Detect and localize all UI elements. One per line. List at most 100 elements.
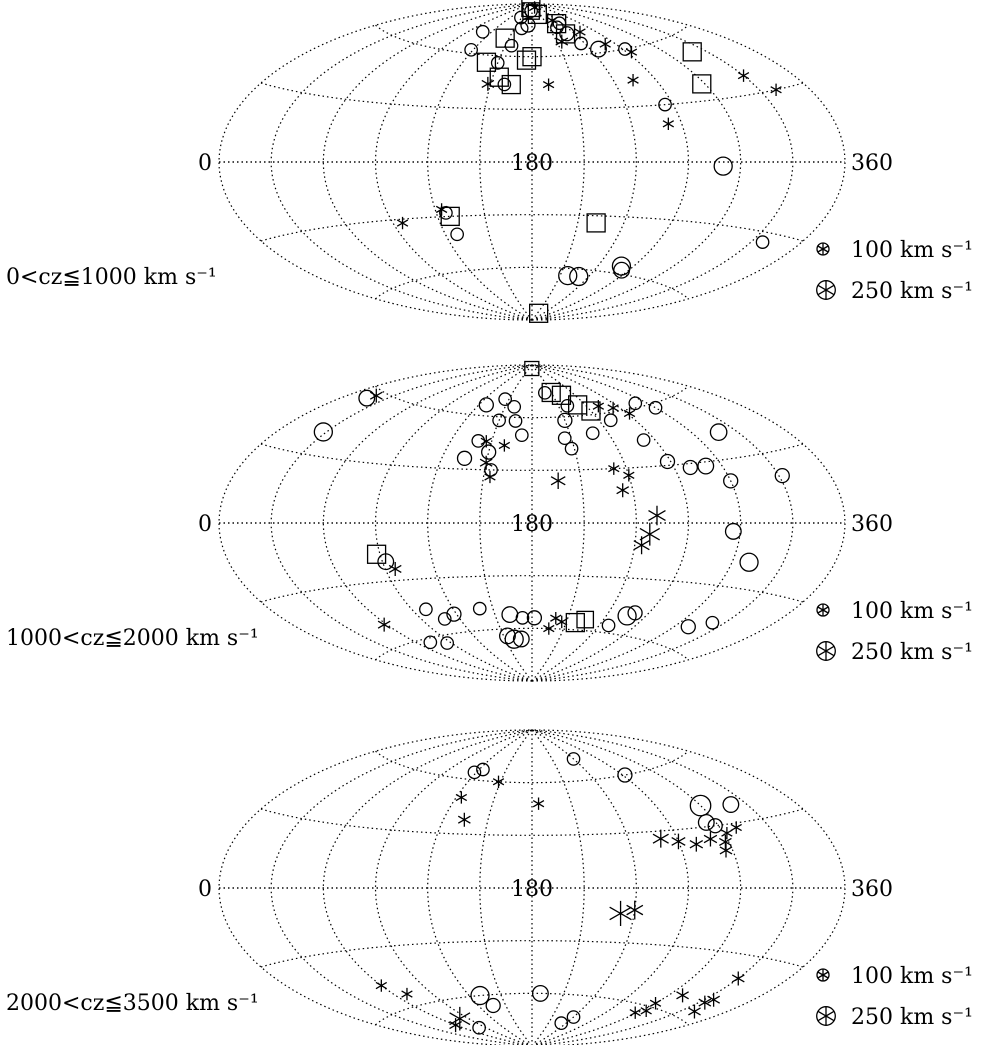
square-point: [516, 50, 537, 70]
square-point: [501, 74, 521, 95]
parallel-line: [260, 808, 804, 836]
square-point: [495, 28, 515, 48]
legend-marker-2: [816, 280, 836, 300]
circle-point: [590, 40, 607, 58]
square-point: [524, 360, 540, 377]
asterisk-point: [480, 435, 492, 448]
asterisk-point: [688, 1004, 701, 1019]
circle-point: [574, 36, 588, 51]
asterisk-point: [528, 1, 541, 14]
circle-point: [611, 256, 632, 276]
legend-marker-2: [816, 641, 836, 661]
circle-point: [464, 42, 478, 57]
circle-point: [648, 400, 663, 415]
meridian-line: [531, 729, 846, 1045]
square-point: [682, 42, 702, 62]
tick-label-0: 0: [198, 877, 212, 902]
tick-label-180: 180: [511, 877, 553, 902]
parallel-line: [260, 214, 804, 242]
legend-marker-1: [816, 968, 830, 982]
circle-point: [499, 627, 516, 645]
circle-point: [558, 265, 578, 286]
circle-point: [501, 606, 519, 624]
square-point: [586, 213, 606, 233]
redshift-range-label: 0<cz≦1000 km s⁻¹: [6, 265, 217, 290]
legend-label-1: 100 km s⁻¹: [851, 964, 973, 989]
circle-point: [566, 1010, 581, 1024]
meridian-line: [531, 729, 637, 1045]
circle-point: [515, 611, 530, 625]
legend-label-2: 250 km s⁻¹: [851, 279, 973, 304]
circle-point: [531, 984, 549, 1002]
meridian-line: [531, 3, 846, 321]
circle-point: [682, 459, 698, 476]
parallel-line: [375, 750, 689, 784]
square-point: [476, 52, 497, 72]
circle-point: [566, 752, 581, 766]
circle-point: [617, 767, 633, 783]
circle-point: [613, 261, 631, 279]
asterisk-point: [633, 536, 650, 555]
asterisk-point: [542, 78, 555, 91]
asterisk-point: [377, 617, 391, 632]
asterisk-point: [574, 25, 586, 39]
tick-label-360: 360: [851, 512, 893, 537]
parallel-line: [260, 940, 804, 968]
asterisk-point: [707, 992, 721, 1007]
circle-point: [423, 635, 438, 650]
meridian-line: [427, 3, 533, 321]
asterisk-point: [698, 995, 712, 1010]
square-point: [692, 74, 712, 94]
asterisk-point: [555, 34, 569, 49]
projection-grid: [218, 364, 846, 682]
asterisk-point: [556, 615, 568, 629]
asterisk-point: [455, 791, 468, 804]
asterisk-point: [449, 1006, 471, 1031]
sky-map-panel-3: 0 180 360 2000<cz≦3500 km s⁻¹ 100 km s⁻¹ 250 …: [6, 729, 973, 1045]
asterisk-point: [616, 483, 630, 498]
legend-marker-2: [816, 1006, 836, 1026]
redshift-range-label: 1000<cz≦2000 km s⁻¹: [6, 626, 259, 651]
circle-point: [512, 630, 530, 648]
circle-point: [707, 818, 723, 834]
circle-point: [557, 431, 572, 446]
parallel-line: [375, 266, 689, 300]
square-point: [541, 382, 561, 403]
circle-point: [478, 397, 494, 413]
circle-point: [722, 796, 740, 813]
circle-point: [490, 56, 505, 70]
circle-point: [470, 985, 490, 1006]
asterisk-point: [623, 407, 636, 420]
circle-point: [497, 77, 512, 92]
circle-point: [514, 428, 529, 443]
asterisk-point: [435, 203, 448, 216]
asterisk-point: [626, 900, 644, 920]
asterisk-point: [623, 469, 635, 482]
asterisk-point: [546, 14, 558, 27]
square-point: [565, 612, 585, 633]
circle-point: [774, 467, 790, 484]
circle-point: [507, 399, 522, 414]
asterisk-point: [401, 987, 413, 1001]
circle-point: [472, 1020, 486, 1035]
asterisk-point: [484, 470, 496, 484]
square-point: [366, 544, 387, 564]
asterisk-point: [648, 505, 666, 526]
circle-point: [585, 426, 600, 441]
asterisk-point: [396, 216, 409, 230]
asterisk-point: [649, 997, 662, 1010]
circle-point: [450, 227, 464, 242]
circle-point: [603, 413, 618, 428]
circle-point: [689, 794, 712, 817]
legend-label-1: 100 km s⁻¹: [851, 599, 973, 624]
circle-point: [471, 434, 486, 448]
projection-grid: [218, 729, 846, 1045]
circle-point: [358, 389, 376, 407]
square-point: [527, 4, 547, 25]
projection-grid: [218, 3, 846, 321]
meridian-line: [270, 3, 533, 321]
circle-point: [504, 38, 519, 53]
square-point: [576, 610, 595, 629]
asterisk-point: [676, 988, 689, 1003]
asterisk-point: [770, 83, 782, 96]
